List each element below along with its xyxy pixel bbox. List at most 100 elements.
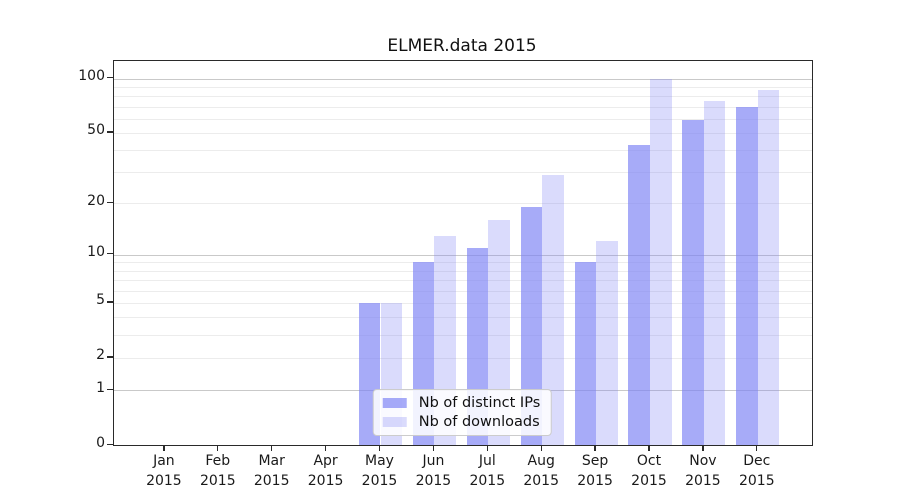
month-label: Sep — [581, 453, 609, 469]
month-label: Jun — [422, 453, 445, 469]
bar-distinct-ips — [682, 119, 704, 445]
minor-gridline — [114, 290, 812, 292]
minor-gridline — [114, 262, 812, 264]
major-gridline — [114, 254, 812, 256]
minor-gridline — [114, 106, 812, 108]
minor-gridline — [114, 132, 812, 134]
x-tick — [756, 445, 758, 451]
bar-downloads — [488, 220, 510, 445]
x-tick — [378, 445, 381, 451]
y-tick — [107, 77, 113, 79]
year-label: 2015 — [146, 473, 182, 490]
y-tick — [107, 356, 113, 358]
x-tick — [540, 445, 542, 451]
y-tick-label: 5 — [96, 292, 105, 309]
month-label: Aug — [527, 453, 555, 469]
minor-gridline — [114, 150, 812, 152]
month-label: Jan — [153, 453, 175, 469]
x-tick-label: Apr 2015 — [286, 451, 366, 492]
x-tick-label: Sep 2015 — [555, 451, 635, 492]
bar-downloads — [596, 241, 618, 445]
x-tick-label: Dec 2015 — [717, 451, 797, 492]
x-tick — [594, 445, 596, 451]
legend-label: Nb of distinct IPs — [418, 395, 541, 411]
legend-item: Nb of downloads — [382, 414, 541, 430]
minor-gridline — [114, 270, 812, 272]
year-label: 2015 — [361, 473, 398, 490]
bar-distinct-ips — [574, 262, 597, 445]
year-label: 2015 — [523, 473, 559, 490]
bar-distinct-ips — [628, 144, 650, 445]
minor-gridline — [114, 279, 812, 281]
legend-swatch-icon — [382, 398, 407, 408]
bar-downloads — [703, 101, 726, 445]
x-tick-label: Feb 2015 — [178, 451, 258, 492]
y-tick — [107, 253, 113, 255]
x-tick — [432, 445, 435, 451]
y-tick-label: 0 — [96, 434, 105, 451]
x-tick — [163, 445, 165, 451]
y-tick-label: 10 — [87, 244, 105, 261]
x-tick-label: Jan 2015 — [124, 451, 204, 492]
month-label: Feb — [205, 453, 231, 469]
bar-distinct-ips — [736, 106, 758, 445]
y-tick — [107, 131, 113, 133]
minor-gridline — [114, 96, 812, 98]
minor-gridline — [114, 317, 812, 319]
month-label: Nov — [689, 453, 717, 469]
y-tick-label: 20 — [87, 192, 105, 209]
legend-swatch-icon — [382, 417, 407, 427]
minor-gridline — [114, 302, 812, 304]
minor-gridline — [114, 357, 812, 359]
bar-downloads — [650, 78, 672, 445]
legend-label: Nb of downloads — [418, 414, 540, 430]
year-label: 2015 — [415, 473, 452, 490]
x-tick — [648, 445, 650, 451]
bar-distinct-ips — [520, 207, 543, 445]
legend: Nb of distinct IPs Nb of downloads — [372, 389, 552, 436]
year-label: 2015 — [253, 473, 290, 490]
x-tick — [271, 445, 273, 451]
major-gridline — [114, 78, 812, 80]
x-tick — [486, 445, 488, 451]
x-tick-label: Mar 2015 — [232, 451, 312, 492]
y-tick-label: 2 — [96, 347, 105, 364]
month-label: Apr — [313, 453, 338, 469]
x-tick-label: Jul 2015 — [447, 451, 527, 492]
year-label: 2015 — [631, 473, 667, 490]
x-tick-label: May 2015 — [340, 451, 420, 492]
x-tick-label: Oct 2015 — [609, 451, 689, 492]
y-tick-label: 1 — [96, 379, 105, 396]
minor-gridline — [114, 203, 812, 205]
month-label: Jul — [478, 453, 496, 469]
x-tick-label: Aug 2015 — [501, 451, 581, 492]
y-tick — [107, 301, 113, 303]
year-label: 2015 — [307, 473, 344, 490]
x-tick-label: Jun 2015 — [393, 451, 473, 492]
minor-gridline — [114, 172, 812, 174]
y-tick — [107, 388, 113, 390]
year-label: 2015 — [577, 473, 613, 490]
month-label: Dec — [743, 453, 771, 469]
minor-gridline — [114, 334, 812, 336]
month-label: May — [365, 453, 394, 469]
y-tick-label: 50 — [87, 122, 105, 139]
minor-gridline — [114, 86, 812, 88]
x-tick — [217, 445, 219, 451]
x-tick-label: Nov 2015 — [663, 451, 743, 492]
year-label: 2015 — [738, 473, 775, 490]
y-tick-label: 100 — [78, 68, 105, 85]
y-tick — [107, 443, 113, 445]
chart-title: ELMER.data 2015 — [387, 36, 537, 56]
x-tick — [324, 445, 327, 451]
minor-gridline — [114, 118, 812, 120]
legend-item: Nb of distinct IPs — [382, 395, 541, 411]
month-label: Mar — [258, 453, 285, 469]
y-tick — [107, 201, 113, 204]
year-label: 2015 — [469, 473, 506, 490]
month-label: Oct — [636, 453, 662, 469]
year-label: 2015 — [685, 473, 721, 490]
bar-downloads — [757, 90, 780, 445]
bar-downloads — [542, 174, 564, 445]
